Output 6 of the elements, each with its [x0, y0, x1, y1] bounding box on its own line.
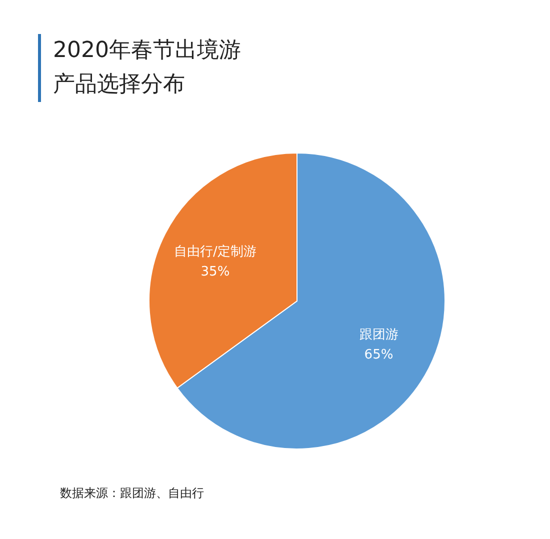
slice-label: 跟团游: [359, 328, 398, 343]
data-label: 35%: [200, 264, 230, 280]
source-note: 数据来源：跟团游、自由行: [60, 485, 204, 502]
data-label: 65%: [364, 348, 394, 363]
slice-label: 自由行/定制游: [174, 244, 256, 260]
chart-title: 2020年春节出境游产品选择分布: [53, 37, 242, 99]
